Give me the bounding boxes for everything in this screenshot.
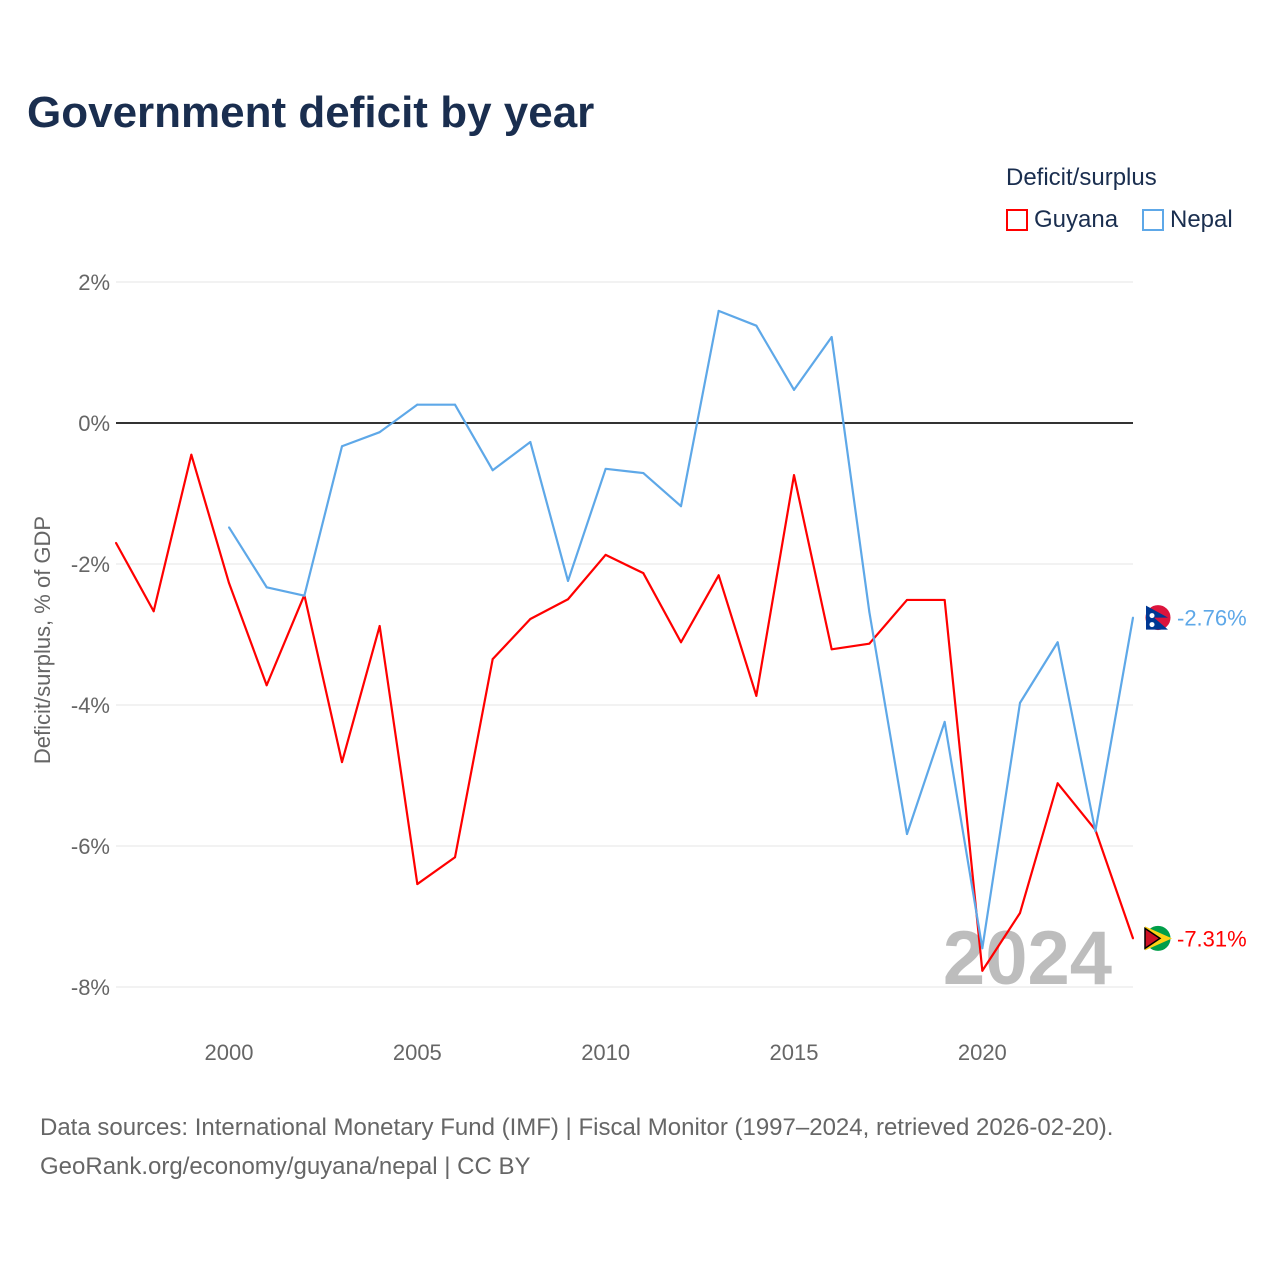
y-tick-label: -6% [71,834,110,859]
data-point-nepal [228,526,230,529]
legend-item-nepal[interactable]: Nepal [1142,206,1233,234]
data-point-nepal [793,388,795,391]
y-axis-label: Deficit/surplus, % of GDP [30,516,55,764]
data-point-guyana [604,553,607,556]
data-point-guyana [491,658,494,661]
year-watermark: 2024 [943,916,1112,1001]
flag-icon-nepal-moon [1149,613,1155,619]
series-line-guyana [115,453,1135,972]
data-point-nepal [680,505,682,508]
source-text: Data sources: International Monetary Fun… [40,1114,1114,1141]
data-point-nepal [1094,830,1097,833]
data-point-guyana [454,856,456,859]
data-point-nepal [378,431,381,434]
y-tick-label: 0% [78,411,110,436]
data-point-nepal [416,403,419,406]
legend-title: Deficit/surplus [1006,164,1157,191]
data-point-guyana [906,598,908,601]
x-tick-label: 2000 [205,1040,254,1065]
data-point-nepal [943,720,946,723]
data-point-nepal [1132,616,1134,619]
data-point-nepal [567,579,569,582]
data-point-nepal [491,469,494,472]
y-tick-label: -4% [71,693,110,718]
data-point-guyana [567,598,569,601]
data-point-nepal [454,403,456,406]
legend-swatch-nepal [1142,209,1164,231]
data-point-nepal [303,594,306,597]
data-point-nepal [755,324,758,327]
data-point-guyana [943,598,946,601]
legend-item-guyana[interactable]: Guyana [1006,206,1118,234]
data-point-guyana [717,574,720,577]
data-point-guyana [416,883,419,886]
footer: Data sources: International Monetary Fun… [40,1108,1113,1186]
data-point-nepal [1019,701,1021,704]
flag-icon-nepal-sun [1149,622,1155,628]
legend-label: Nepal [1170,206,1233,233]
x-tick-label: 2010 [581,1040,630,1065]
data-point-guyana [529,617,532,620]
data-point-guyana [981,969,984,972]
series-line-nepal [228,309,1135,950]
data-point-guyana [228,582,230,585]
data-point-nepal [604,467,607,470]
data-point-guyana [115,541,117,544]
end-value-label-guyana: -7.31% [1177,926,1247,951]
chart-title: Government deficit by year [27,88,595,137]
y-tick-label: -2% [71,552,110,577]
data-point-nepal [906,833,908,836]
x-tick-label: 2015 [770,1040,819,1065]
y-tick-label: 2% [78,270,110,295]
data-point-nepal [717,309,720,312]
attribution-text: GeoRank.org/economy/guyana/nepal | CC BY [40,1153,531,1180]
data-point-guyana [755,694,758,697]
data-point-guyana [1132,937,1134,940]
data-point-nepal [981,947,984,950]
data-point-guyana [152,610,155,613]
flag-icon-guyana-triangle [1144,926,1162,950]
data-point-nepal [868,610,871,613]
data-point-guyana [1056,782,1059,785]
data-point-nepal [642,472,645,475]
data-point-nepal [529,441,532,444]
legend-swatch-guyana [1006,209,1028,231]
data-point-guyana [868,642,871,645]
data-point-guyana [642,572,645,575]
x-tick-label: 2020 [958,1040,1007,1065]
legend-label: Guyana [1034,206,1119,233]
data-point-guyana [341,761,343,764]
data-point-guyana [265,684,268,687]
data-point-guyana [680,641,682,644]
data-point-guyana [1019,911,1021,914]
y-tick-label: -8% [71,975,110,1000]
data-point-guyana [830,648,833,651]
data-point-nepal [1056,641,1059,644]
data-point-nepal [341,445,343,448]
x-tick-label: 2005 [393,1040,442,1065]
data-point-guyana [793,474,795,477]
data-point-guyana [190,453,193,456]
data-point-nepal [830,335,833,338]
data-point-guyana [378,625,381,628]
data-point-nepal [265,586,268,589]
end-value-label-nepal: -2.76% [1177,606,1247,631]
